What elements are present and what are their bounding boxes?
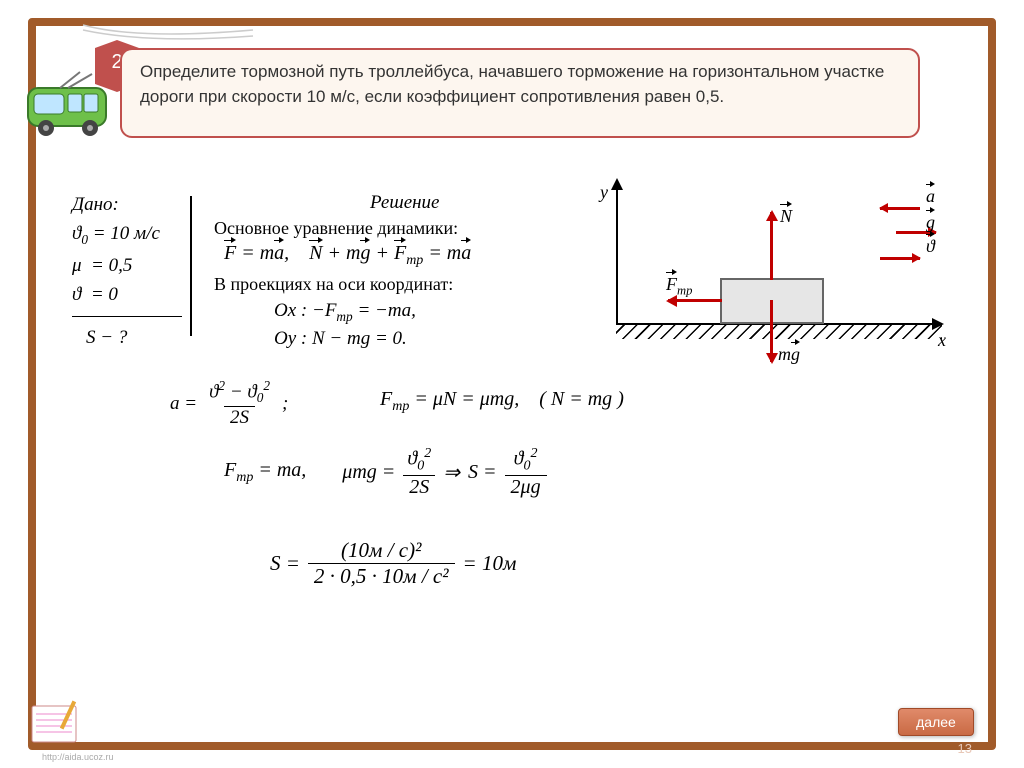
friction-formula: Fтр = μN = μmg, ( N = mg ): [380, 388, 624, 415]
next-button[interactable]: далее: [898, 708, 974, 736]
given-block: Дано: ϑ0 = 10 м/с μ = 0,5 ϑ = 0 S − ?: [72, 190, 182, 352]
final-denominator: 2 · 0,5 · 10м / с²: [308, 563, 455, 589]
solution-title: Решение: [370, 192, 440, 214]
label-x: x: [938, 330, 946, 351]
given-vbar: [190, 196, 192, 336]
derivation-row: Fтр = ma, μmg = ϑ022S ⇒ S = ϑ022μg: [224, 446, 547, 499]
given-v: ϑ = 0: [72, 280, 182, 309]
solution-line1: Основное уравнение динамики:: [214, 218, 458, 239]
given-separator: [72, 316, 182, 317]
vector-mg: [770, 300, 773, 362]
given-title: Дано:: [72, 190, 182, 219]
trolleybus-icon: [20, 70, 120, 140]
ox-projection: Ox : −Fтр = −ma,: [274, 298, 416, 326]
final-answer: S = (10м / с)² 2 · 0,5 · 10м / с² = 10м: [270, 538, 516, 589]
given-mu: μ = 0,5: [72, 251, 182, 280]
source-link: http://aida.ucoz.ru: [42, 752, 114, 762]
force-diagram: y x N Fтр mg a ϑ g: [570, 180, 950, 370]
label-mg: mg: [778, 344, 800, 365]
label-vel: ϑ: [926, 236, 935, 257]
label-y: y: [600, 182, 608, 203]
final-numerator: (10м / с)²: [337, 538, 425, 563]
notebook-icon: [28, 698, 88, 746]
label-g: g: [926, 212, 935, 233]
final-result: = 10м: [463, 551, 517, 576]
vector-a: [880, 200, 920, 218]
label-Ftr: Fтр: [666, 274, 692, 299]
vector-v: [880, 250, 920, 268]
vector-N: [770, 212, 773, 280]
accel-formula: a = ϑ2 − ϑ022S ;: [170, 378, 288, 429]
oy-projection: Oy : N − mg = 0.: [274, 326, 416, 353]
problem-text: Определите тормозной путь троллейбуса, н…: [140, 60, 900, 109]
problem-statement-box: Определите тормозной путь троллейбуса, н…: [120, 48, 920, 138]
y-axis: [616, 180, 618, 325]
projection-block: Ox : −Fтр = −ma, Oy : N − mg = 0.: [274, 298, 416, 353]
label-a: a: [926, 186, 935, 207]
vector-Ftr: [668, 299, 722, 302]
ground-hatch: [616, 325, 942, 339]
page-number: 13: [958, 741, 972, 756]
newton-equation: F = ma, N + mg + Fтр = ma: [224, 242, 471, 269]
given-find: S − ?: [72, 323, 182, 352]
given-v0: ϑ0 = 10 м/с: [72, 219, 182, 250]
solution-line2: В проекциях на оси координат:: [214, 274, 453, 295]
label-N: N: [780, 206, 792, 227]
